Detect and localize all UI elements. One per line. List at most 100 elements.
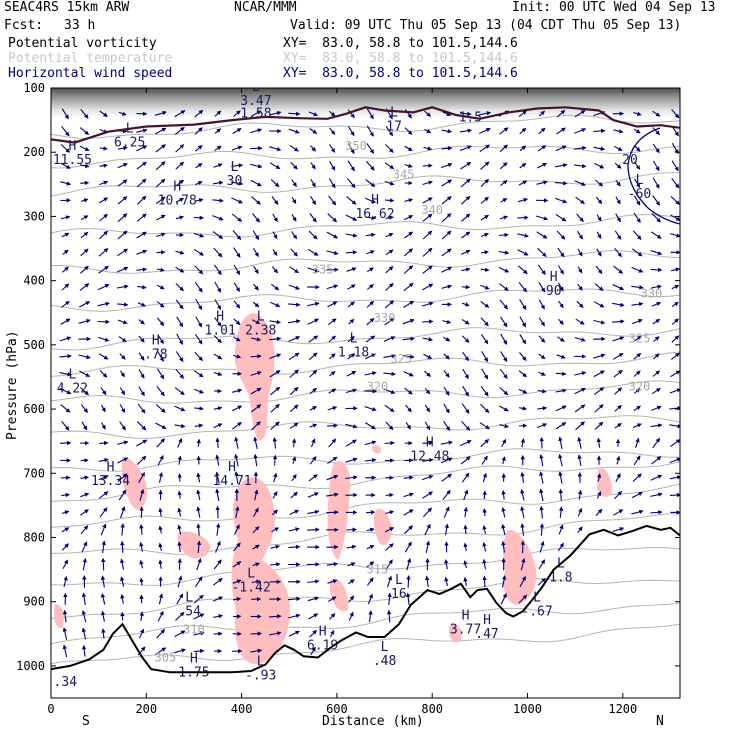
wind-vector [442, 111, 452, 116]
wind-vector [117, 302, 129, 307]
wind-vector [463, 524, 468, 535]
wind-vector [386, 609, 392, 623]
wind-vector [234, 436, 239, 449]
wind-vector [480, 385, 489, 397]
wind-vector [347, 353, 356, 360]
wind-vector [669, 388, 680, 394]
wind-vector [250, 387, 262, 395]
wind-vector [499, 423, 509, 429]
wind-vector [157, 610, 164, 622]
isentrope-line [51, 448, 680, 472]
wind-vector [120, 506, 126, 519]
wind-vector [614, 490, 623, 500]
wind-vector [424, 404, 431, 413]
wind-vector [309, 405, 317, 411]
wind-vector [539, 505, 544, 519]
wind-vector [480, 161, 490, 170]
wind-vector [346, 178, 356, 189]
extremum-value: .78 [144, 347, 167, 362]
wind-vector [670, 267, 680, 272]
wind-vector [272, 509, 279, 516]
wind-vector [119, 353, 126, 360]
wind-vector [669, 405, 680, 411]
wind-vector [575, 318, 585, 325]
wind-vector [365, 422, 376, 430]
wind-vector [213, 353, 223, 360]
wind-vector [61, 232, 70, 238]
wind-vector [194, 370, 204, 378]
wind-vector [480, 284, 490, 290]
wind-vector [364, 406, 377, 412]
wind-vector [138, 352, 145, 361]
wind-vector [177, 438, 183, 448]
wind-vector [233, 336, 241, 342]
wind-vector [289, 404, 299, 413]
wind-vector [364, 388, 377, 394]
wind-vector [635, 437, 640, 448]
wind-vector [403, 215, 414, 221]
wind-vector [249, 146, 263, 151]
wind-vector [538, 110, 546, 117]
wind-vector [480, 333, 489, 345]
wind-vector [594, 421, 604, 430]
wind-vector [671, 301, 679, 308]
wind-vector [519, 127, 527, 135]
wind-vector [555, 422, 567, 430]
wind-vector [670, 214, 680, 221]
wind-vector [326, 250, 339, 256]
wind-vector [518, 423, 528, 428]
wind-vector [193, 248, 204, 256]
wind-vector [519, 299, 527, 311]
extremum-value: 2.38 [245, 324, 276, 339]
wind-vector [482, 490, 487, 500]
wind-vector [155, 127, 167, 135]
wind-vector [328, 438, 337, 448]
wind-vector [405, 422, 411, 430]
extremum-letter: L [257, 310, 265, 325]
wind-vector [385, 266, 394, 274]
wind-vector [535, 215, 549, 221]
wind-vector [612, 336, 625, 342]
wind-vector [156, 301, 165, 308]
extremum-letter: H [483, 613, 491, 628]
wind-vector [633, 111, 642, 116]
wind-vector [425, 575, 430, 588]
wind-vector [404, 198, 414, 203]
pv-blob-7 [373, 508, 392, 546]
wind-vector [631, 491, 643, 499]
wind-vector [138, 319, 145, 325]
wind-vector [459, 440, 472, 447]
wind-vector [441, 179, 453, 187]
wind-vector [424, 128, 432, 134]
wind-vector [558, 282, 564, 292]
wind-vector [461, 472, 470, 483]
wind-vector [594, 162, 605, 169]
wind-vector [231, 405, 243, 412]
wind-vector [383, 388, 396, 394]
wind-vector [98, 336, 110, 342]
wind-vector [385, 215, 394, 220]
wind-vector [441, 162, 453, 169]
wind-vector [632, 335, 642, 343]
wind-vector [403, 525, 413, 535]
wind-vector [213, 423, 223, 429]
wind-vector [347, 284, 356, 290]
wind-vector [252, 230, 260, 241]
wind-vector [556, 127, 566, 135]
wind-vector [81, 421, 88, 431]
wind-vector [480, 317, 489, 327]
wind-vector [193, 648, 205, 654]
x-tick-label: 600 [326, 702, 348, 716]
wind-vector [136, 439, 148, 447]
wind-vector [232, 354, 242, 359]
wind-vector [538, 353, 546, 360]
y-tick-label: 600 [23, 402, 45, 416]
wind-vector [498, 267, 510, 273]
wind-vector [99, 197, 109, 204]
isentrope-label: 320 [629, 380, 651, 394]
wind-vector [480, 178, 490, 188]
wind-vector [631, 319, 643, 325]
wind-vector [345, 457, 358, 463]
wind-vector [441, 248, 452, 257]
wind-vector [537, 264, 546, 275]
